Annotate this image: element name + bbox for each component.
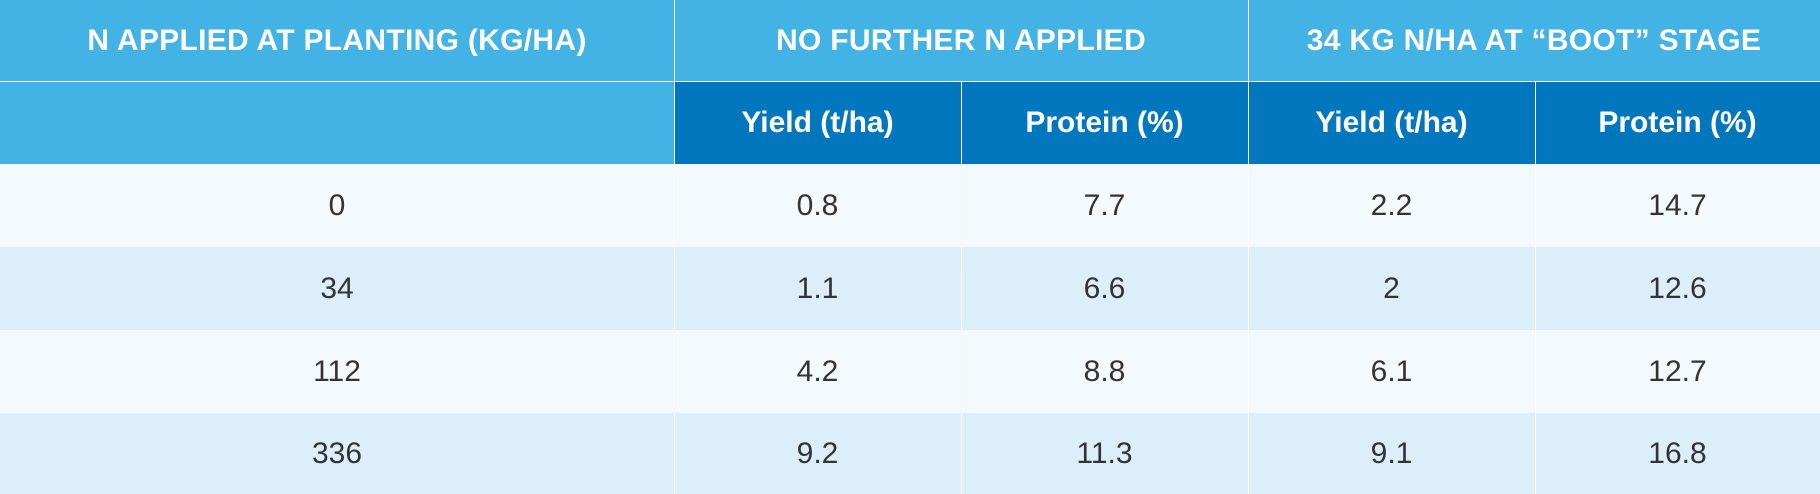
cell-n-planting: 112 [0, 330, 674, 413]
cell-n-planting: 0 [0, 164, 674, 247]
subheader-yield-boot: Yield (t/ha) [1248, 82, 1535, 164]
header-n-applied-at-planting: N APPLIED AT PLANTING (KG/HA) [0, 0, 674, 82]
cell-protein-boot: 14.7 [1535, 164, 1820, 247]
subheader-empty [0, 82, 674, 164]
cell-yield-boot: 2.2 [1248, 164, 1535, 247]
header-34-kg-boot-stage: 34 KG N/HA AT “BOOT” STAGE [1248, 0, 1820, 82]
cell-n-planting: 336 [0, 413, 674, 494]
subheader-protein-boot: Protein (%) [1535, 82, 1820, 164]
subheader-protein-no-further: Protein (%) [961, 82, 1248, 164]
cell-yield-no-further: 0.8 [674, 164, 961, 247]
cell-protein-no-further: 7.7 [961, 164, 1248, 247]
cell-protein-boot: 12.6 [1535, 247, 1820, 330]
header-divider [0, 81, 1820, 82]
column-divider [1248, 0, 1249, 494]
subheader-yield-no-further: Yield (t/ha) [674, 82, 961, 164]
cell-protein-boot: 16.8 [1535, 413, 1820, 494]
column-divider [1535, 82, 1536, 494]
column-divider [961, 82, 962, 494]
cell-yield-boot: 2 [1248, 247, 1535, 330]
column-divider [674, 0, 675, 494]
cell-protein-no-further: 6.6 [961, 247, 1248, 330]
header-no-further-n-applied: NO FURTHER N APPLIED [674, 0, 1248, 82]
cell-yield-no-further: 4.2 [674, 330, 961, 413]
cell-yield-no-further: 1.1 [674, 247, 961, 330]
cell-yield-boot: 9.1 [1248, 413, 1535, 494]
cell-yield-no-further: 9.2 [674, 413, 961, 494]
cell-protein-no-further: 8.8 [961, 330, 1248, 413]
cell-protein-no-further: 11.3 [961, 413, 1248, 494]
cell-yield-boot: 6.1 [1248, 330, 1535, 413]
cell-protein-boot: 12.7 [1535, 330, 1820, 413]
cell-n-planting: 34 [0, 247, 674, 330]
